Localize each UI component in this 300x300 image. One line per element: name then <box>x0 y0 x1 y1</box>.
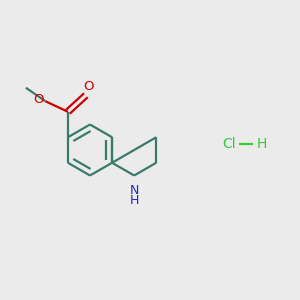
Text: H: H <box>130 194 139 207</box>
Text: O: O <box>83 80 94 93</box>
Text: Cl: Cl <box>222 137 236 151</box>
Text: N: N <box>130 184 139 197</box>
Text: O: O <box>34 93 44 106</box>
Text: H: H <box>256 137 267 151</box>
